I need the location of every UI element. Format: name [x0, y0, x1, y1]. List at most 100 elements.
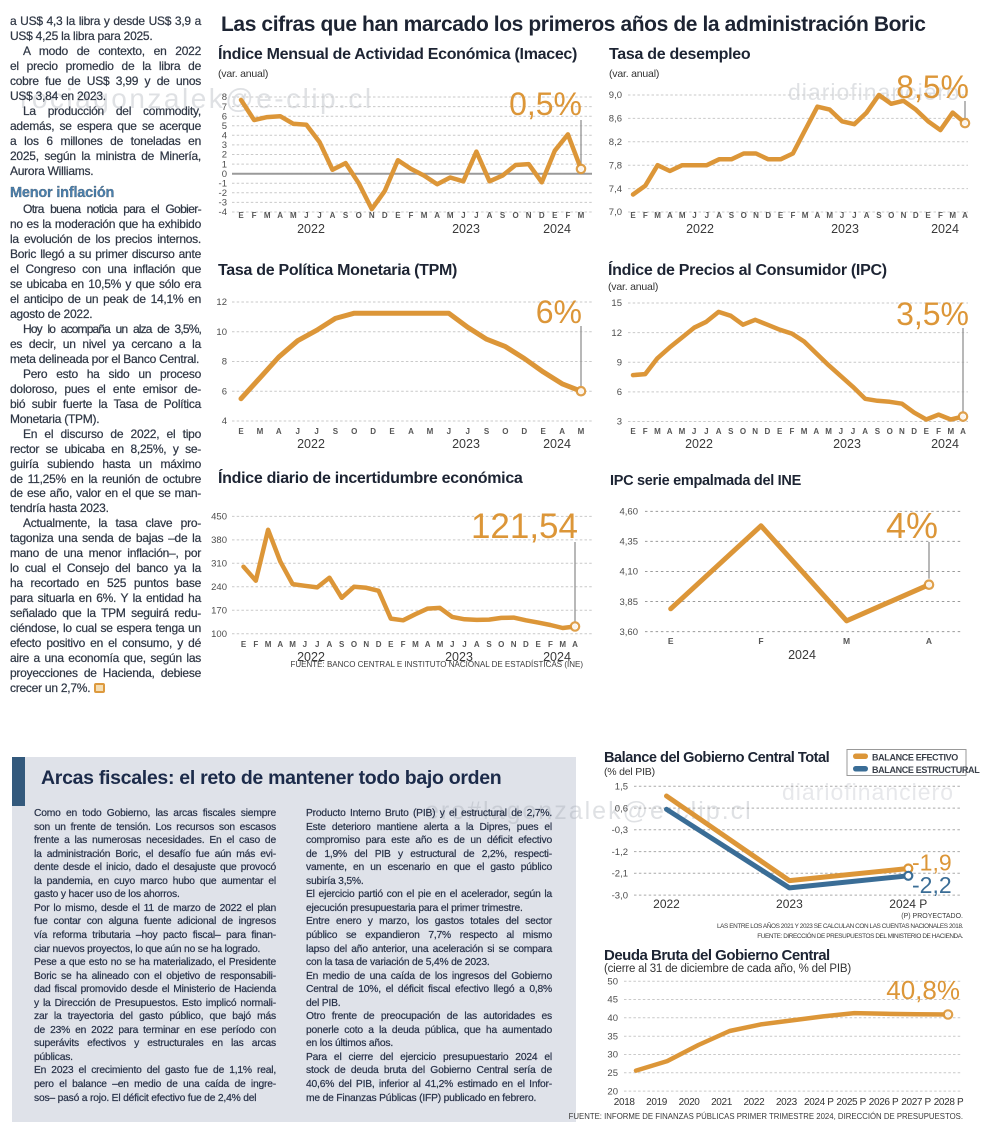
- svg-text:M: M: [412, 640, 419, 649]
- svg-text:M: M: [825, 427, 832, 436]
- svg-text:A: A: [716, 211, 722, 220]
- svg-text:O: O: [740, 427, 746, 436]
- svg-text:E: E: [668, 636, 674, 646]
- svg-text:N: N: [363, 640, 369, 649]
- svg-text:3,60: 3,60: [620, 627, 639, 638]
- svg-text:E: E: [395, 211, 401, 220]
- svg-text:-2,1: -2,1: [612, 869, 628, 880]
- svg-text:F: F: [936, 427, 941, 436]
- svg-text:2023: 2023: [776, 1097, 798, 1108]
- svg-text:A: A: [667, 427, 673, 436]
- svg-text:FUENTE: BANCO CENTRAL E INSTIT: FUENTE: BANCO CENTRAL E INSTITUTO NACION…: [291, 660, 584, 669]
- svg-text:4,35: 4,35: [620, 537, 639, 548]
- svg-text:2023: 2023: [831, 222, 859, 236]
- svg-text:0,5%: 0,5%: [509, 86, 582, 122]
- svg-text:A: A: [716, 427, 722, 436]
- svg-text:M: M: [802, 211, 809, 220]
- svg-text:E: E: [536, 640, 542, 649]
- svg-text:E: E: [389, 427, 395, 436]
- svg-text:2022: 2022: [686, 222, 714, 236]
- svg-text:S: S: [729, 211, 735, 220]
- svg-text:J: J: [450, 640, 454, 649]
- svg-text:170: 170: [211, 605, 227, 616]
- svg-text:N: N: [511, 640, 517, 649]
- svg-text:15: 15: [611, 298, 622, 309]
- svg-text:A: A: [813, 427, 819, 436]
- svg-text:E: E: [630, 427, 636, 436]
- svg-text:5: 5: [222, 121, 227, 132]
- svg-text:J: J: [852, 211, 856, 220]
- svg-text:M: M: [578, 427, 585, 436]
- svg-text:3,85: 3,85: [620, 597, 639, 608]
- svg-text:M: M: [578, 211, 585, 220]
- svg-text:M: M: [843, 636, 850, 646]
- svg-text:A: A: [926, 636, 932, 646]
- svg-text:A: A: [559, 427, 565, 436]
- svg-text:2024 P: 2024 P: [889, 897, 927, 911]
- svg-text:F: F: [401, 640, 406, 649]
- svg-text:F: F: [789, 427, 794, 436]
- svg-text:A: A: [277, 640, 283, 649]
- svg-text:J: J: [465, 427, 469, 436]
- svg-text:M: M: [427, 427, 434, 436]
- svg-text:F: F: [565, 211, 570, 220]
- svg-text:2019: 2019: [646, 1097, 668, 1108]
- svg-text:4,10: 4,10: [620, 567, 639, 578]
- svg-text:E: E: [388, 640, 394, 649]
- svg-text:O: O: [502, 427, 508, 436]
- svg-text:M: M: [559, 640, 566, 649]
- svg-text:10: 10: [216, 327, 227, 338]
- svg-text:1: 1: [222, 159, 227, 170]
- svg-text:12: 12: [216, 297, 227, 308]
- svg-text:4: 4: [222, 416, 227, 427]
- svg-text:O: O: [351, 640, 357, 649]
- svg-text:J: J: [317, 211, 321, 220]
- svg-text:M: M: [289, 640, 296, 649]
- svg-text:7: 7: [222, 102, 227, 113]
- svg-text:E: E: [552, 211, 558, 220]
- svg-text:2024: 2024: [543, 650, 571, 664]
- svg-text:8,2: 8,2: [609, 137, 622, 148]
- svg-text:-3,0: -3,0: [612, 890, 628, 901]
- svg-text:A: A: [434, 211, 440, 220]
- svg-text:J: J: [840, 211, 844, 220]
- svg-text:2022: 2022: [297, 222, 325, 236]
- svg-text:7,4: 7,4: [609, 184, 622, 195]
- svg-text:1,5: 1,5: [615, 782, 628, 793]
- svg-text:D: D: [765, 427, 771, 436]
- svg-text:380: 380: [211, 535, 227, 546]
- svg-text:E: E: [241, 640, 247, 649]
- svg-text:7,8: 7,8: [609, 160, 622, 171]
- svg-text:D: D: [376, 640, 382, 649]
- svg-text:A: A: [667, 211, 673, 220]
- svg-text:A: A: [277, 211, 283, 220]
- svg-text:7,0: 7,0: [609, 207, 622, 218]
- svg-text:N: N: [369, 211, 375, 220]
- svg-text:J: J: [303, 640, 307, 649]
- svg-text:240: 240: [211, 582, 227, 593]
- svg-text:D: D: [539, 211, 545, 220]
- svg-text:E: E: [238, 211, 244, 220]
- svg-text:-4: -4: [219, 207, 227, 218]
- svg-text:J: J: [295, 427, 299, 436]
- svg-text:FUENTE: INFORME DE FINANZAS PÚ: FUENTE: INFORME DE FINANZAS PÚBLICAS PRI…: [569, 1112, 963, 1121]
- svg-text:3: 3: [617, 417, 622, 428]
- svg-text:8,6: 8,6: [609, 114, 622, 125]
- svg-text:2022: 2022: [653, 897, 680, 911]
- svg-text:A: A: [408, 427, 414, 436]
- svg-text:M: M: [421, 211, 428, 220]
- svg-text:J: J: [704, 427, 708, 436]
- svg-text:J: J: [705, 211, 709, 220]
- svg-text:9: 9: [617, 357, 622, 368]
- svg-text:2023: 2023: [445, 650, 473, 664]
- svg-text:D: D: [911, 427, 917, 436]
- svg-text:A: A: [425, 640, 431, 649]
- svg-text:2: 2: [222, 150, 227, 161]
- svg-text:35: 35: [607, 1031, 618, 1042]
- svg-text:-1,9: -1,9: [912, 850, 952, 876]
- svg-text:40,8%: 40,8%: [886, 975, 960, 1005]
- svg-text:2023: 2023: [776, 897, 803, 911]
- svg-text:M: M: [264, 211, 271, 220]
- svg-text:2018: 2018: [614, 1097, 636, 1108]
- svg-text:F: F: [758, 636, 763, 646]
